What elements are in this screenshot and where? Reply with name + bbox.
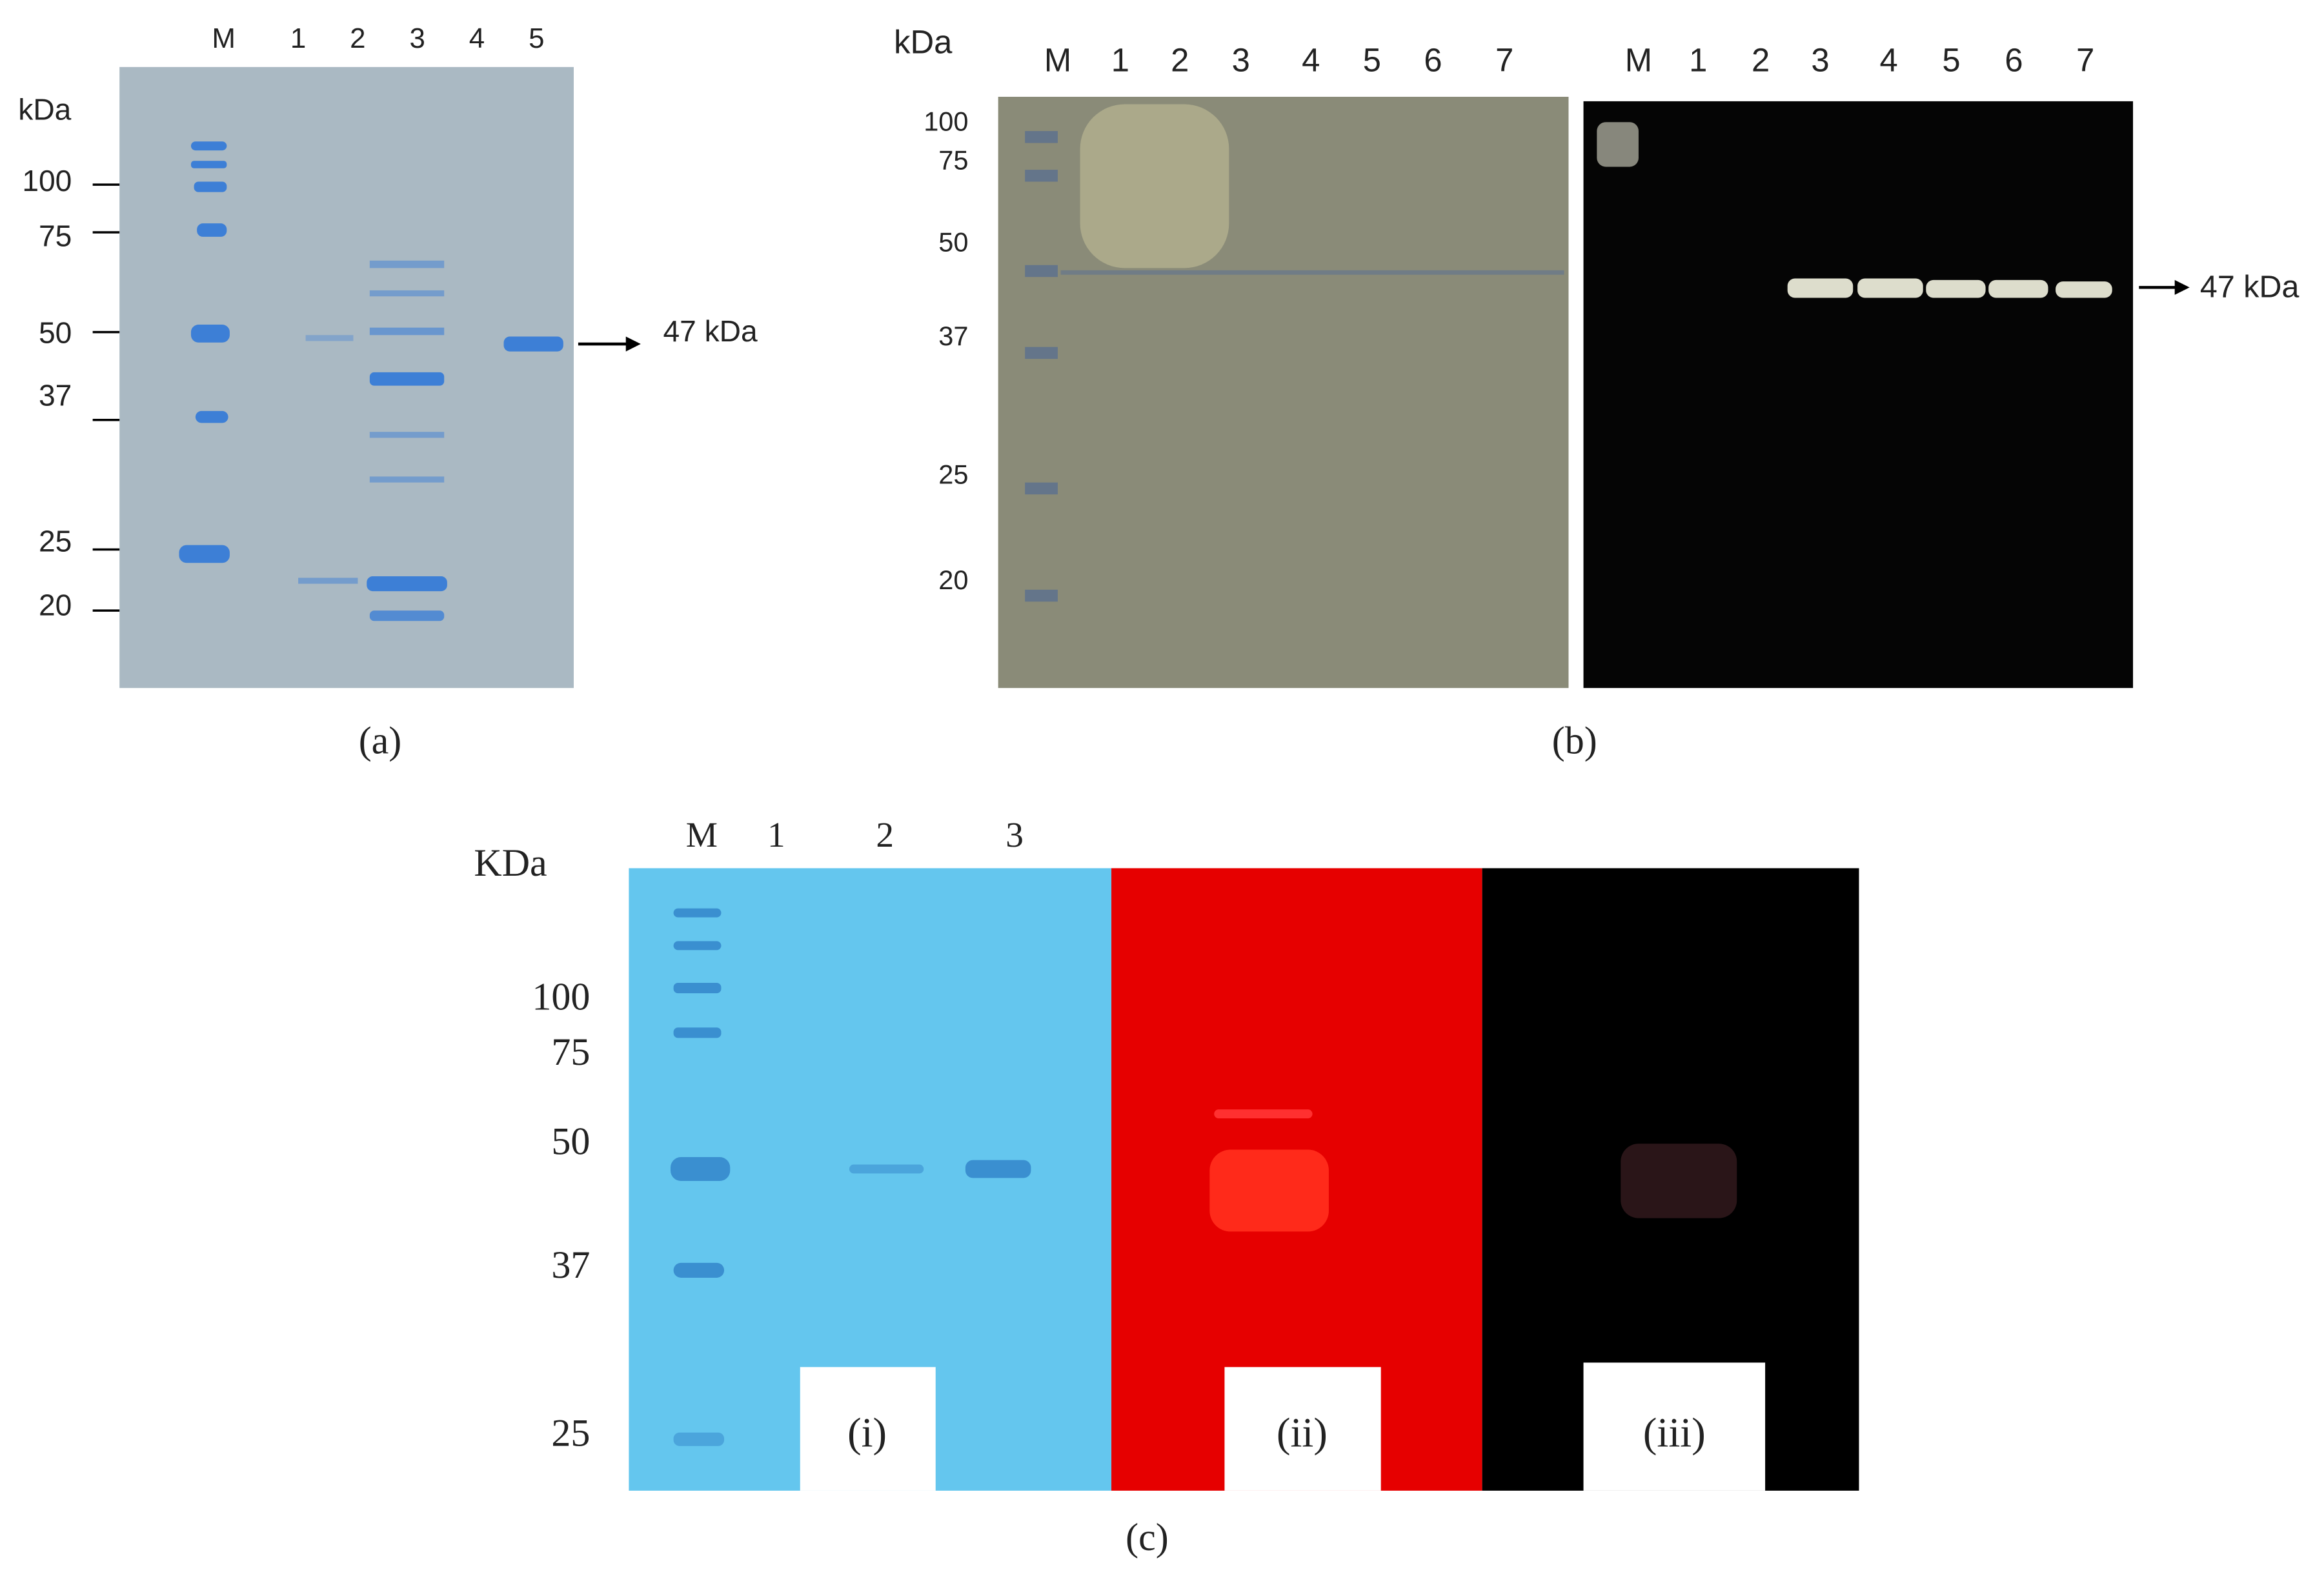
lane-label: 2 [876, 815, 894, 854]
lane-label: M [1044, 41, 1071, 78]
arrow-head [625, 336, 641, 352]
lane-label: 4 [1880, 41, 1898, 78]
caption: (b) [1552, 720, 1597, 762]
caption: (a) [359, 720, 402, 762]
label-box [1583, 1362, 1766, 1491]
lane-label: 4 [1302, 41, 1320, 78]
lane-label: M [686, 815, 718, 854]
lane-label: 5 [1942, 41, 1960, 78]
marker-label: 75 [551, 1031, 590, 1073]
lane-label: 5 [1363, 41, 1381, 78]
marker-label: 100 [532, 975, 590, 1018]
marker-label: 25 [39, 524, 72, 558]
lane-label: 2 [350, 23, 365, 54]
label-box [1224, 1367, 1381, 1491]
lane-label: 3 [409, 23, 425, 54]
marker-label: 50 [938, 227, 968, 257]
lane-label: 1 [767, 815, 785, 854]
sublabel: (iii) [1643, 1409, 1706, 1457]
lane-label: 7 [2076, 41, 2094, 78]
label-box [800, 1367, 936, 1491]
marker-label: 37 [551, 1244, 590, 1286]
sublabel: (i) [847, 1409, 887, 1457]
marker-label: 25 [938, 459, 968, 489]
bands-c [670, 908, 1737, 1446]
unit-label: kDa [894, 24, 953, 61]
marker-label: 37 [938, 321, 968, 351]
unit-label: KDa [474, 842, 547, 884]
marker-band [1025, 589, 1058, 602]
marker-label: 50 [551, 1120, 590, 1162]
marker-label: 100 [22, 164, 72, 197]
blot-b-right [1583, 101, 2134, 689]
annotation: 47 kDa [2200, 269, 2299, 304]
lane-label: 5 [529, 23, 544, 54]
lane-label: 7 [1495, 41, 1513, 78]
marker-band [1025, 265, 1058, 277]
marker-label: 75 [39, 219, 72, 252]
stain [1080, 104, 1229, 268]
marker-label: 37 [39, 378, 72, 412]
lane-label: M [1625, 41, 1652, 78]
marker-label: 50 [39, 316, 72, 349]
bands-a [179, 141, 563, 621]
lane-label: 1 [1689, 41, 1707, 78]
lane-label: M [212, 23, 236, 54]
lane-label: 2 [1171, 41, 1189, 78]
marker-band [1025, 347, 1058, 359]
lane-label: 1 [1111, 41, 1129, 78]
marker-band [1025, 170, 1058, 182]
lane-label: 2 [1752, 41, 1770, 78]
arrow-head [2174, 279, 2190, 295]
marker-band [1025, 482, 1058, 495]
marker-band [1025, 131, 1058, 143]
lane-label: 1 [290, 23, 306, 54]
lane-label: 3 [1811, 41, 1829, 78]
unit-label: kDa [18, 92, 71, 126]
annotation: 47 kDa [663, 314, 758, 348]
gel-a [119, 66, 574, 689]
marker-label: 20 [938, 565, 968, 595]
marker-label: 75 [938, 145, 968, 175]
lane-label: 3 [1005, 815, 1024, 854]
lane-label: 6 [1424, 41, 1442, 78]
sublabel: (ii) [1277, 1409, 1328, 1457]
lane-label: 6 [2005, 41, 2023, 78]
caption: (c) [1126, 1516, 1169, 1558]
bands-b [1597, 122, 2112, 298]
lane-label: 4 [469, 23, 485, 54]
marker-label: 20 [39, 589, 72, 622]
marker-label: 25 [551, 1412, 590, 1455]
lane-label: 3 [1232, 41, 1250, 78]
marker-label: 100 [924, 106, 968, 137]
